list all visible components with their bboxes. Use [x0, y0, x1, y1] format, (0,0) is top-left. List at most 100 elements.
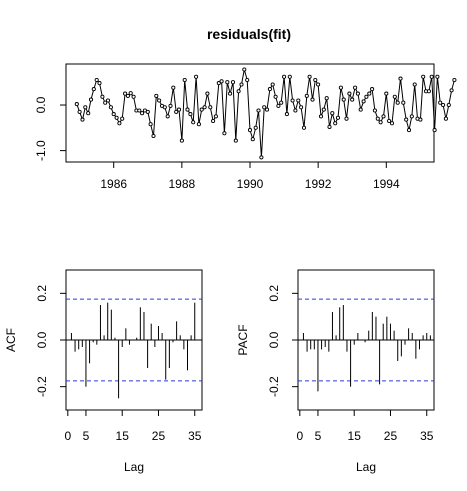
residual-point: [378, 120, 383, 125]
residual-point: [199, 107, 204, 112]
residual-point: [432, 128, 437, 133]
residual-point: [74, 102, 79, 107]
residual-point: [299, 105, 304, 110]
x-tick-label: 1986: [100, 177, 127, 191]
residual-point: [364, 94, 369, 99]
pacf-y-tick-label: -0.2: [267, 376, 281, 397]
residual-point: [191, 120, 196, 125]
residual-point: [301, 125, 307, 130]
residual-point: [333, 121, 338, 126]
residuals-panel: residuals(fit) 1986 1988 1990 1992 1994 -1.0 0…: [34, 26, 457, 191]
pacf-ylabel: PACF: [236, 324, 250, 355]
residual-point: [276, 103, 281, 108]
residual-point: [384, 91, 389, 96]
residual-point: [341, 97, 346, 102]
acf-x-tick-label: 15: [116, 429, 130, 443]
residual-point: [83, 105, 88, 110]
residual-point: [117, 121, 122, 126]
residual-point: [418, 117, 423, 122]
residual-point: [97, 81, 102, 86]
residual-point: [182, 77, 187, 83]
residual-point: [230, 80, 236, 85]
residual-point: [219, 79, 224, 84]
residual-point: [313, 77, 318, 83]
residual-point: [228, 91, 233, 96]
residual-point: [77, 109, 82, 114]
residual-point: [367, 91, 372, 96]
pacf-panel: Lag PACF 0 5 15 25 35 -0.2 0.0 0.2: [236, 269, 435, 474]
residual-point: [154, 93, 159, 98]
residual-point: [429, 74, 434, 79]
residual-point: [290, 98, 295, 103]
residual-point: [293, 108, 298, 113]
residual-point: [401, 100, 406, 105]
residual-point: [443, 116, 448, 121]
residual-point: [162, 105, 167, 110]
residual-point: [296, 98, 301, 103]
residual-point: [211, 118, 216, 124]
residual-point: [80, 117, 85, 122]
residual-point: [100, 94, 105, 99]
residual-point: [171, 85, 176, 90]
acf-y-tick-label: 0.2: [35, 285, 49, 302]
residual-point: [140, 111, 145, 116]
residual-point: [247, 128, 253, 133]
residual-point: [327, 124, 332, 129]
pacf-x-tick-label: 15: [348, 429, 362, 443]
residual-point: [426, 89, 431, 94]
residual-point: [262, 105, 267, 110]
x-tick-label: 1994: [373, 177, 400, 191]
residual-point: [282, 74, 287, 79]
pacf-y-tick-label: 0.0: [267, 331, 281, 348]
acf-x-tick-label: 35: [188, 429, 202, 443]
residual-point: [307, 74, 312, 79]
residual-point: [270, 82, 275, 87]
pacf-x-tick-label: 25: [384, 429, 398, 443]
residual-point: [421, 74, 426, 79]
pacf-x-tick-label: 5: [315, 429, 322, 443]
residual-point: [310, 97, 315, 102]
acf-ylabel: ACF: [4, 328, 18, 352]
residual-point: [120, 116, 125, 121]
residual-point: [125, 93, 130, 98]
y-tick-label: 0.0: [34, 96, 48, 113]
residual-point: [185, 107, 190, 112]
residual-point: [236, 89, 241, 94]
residual-point: [94, 77, 99, 83]
residual-point: [213, 114, 218, 119]
residual-point: [435, 74, 440, 79]
residual-point: [256, 108, 261, 113]
residual-point: [242, 67, 247, 72]
acf-x-tick-label: 5: [83, 429, 90, 443]
residual-point: [174, 109, 179, 114]
residual-point: [347, 91, 352, 96]
residual-point: [321, 107, 326, 112]
residual-point: [86, 111, 91, 116]
x-tick-label: 1988: [169, 177, 196, 191]
chart-title: residuals(fit): [207, 26, 291, 42]
residual-point: [287, 74, 292, 79]
residual-point: [392, 94, 397, 99]
pacf-xlabel: Lag: [356, 460, 376, 474]
residual-point: [128, 91, 133, 96]
acf-xlabel: Lag: [124, 460, 144, 474]
residual-point: [88, 97, 94, 102]
residual-point: [389, 121, 395, 126]
residual-point: [245, 77, 250, 83]
acf-x-tick-label: 25: [152, 429, 166, 443]
residual-point: [233, 138, 238, 143]
residual-point: [131, 94, 136, 99]
residual-point: [387, 118, 392, 124]
x-tick-label: 1990: [237, 177, 264, 191]
residual-point: [350, 97, 355, 102]
residual-point: [205, 91, 210, 96]
y-tick-label: -1.0: [34, 140, 48, 161]
residual-point: [361, 99, 366, 104]
residual-point: [441, 102, 446, 108]
residual-point: [103, 100, 108, 105]
residual-point: [91, 87, 96, 92]
residual-point: [168, 103, 173, 108]
residual-point: [412, 82, 417, 87]
residual-point: [267, 87, 272, 92]
